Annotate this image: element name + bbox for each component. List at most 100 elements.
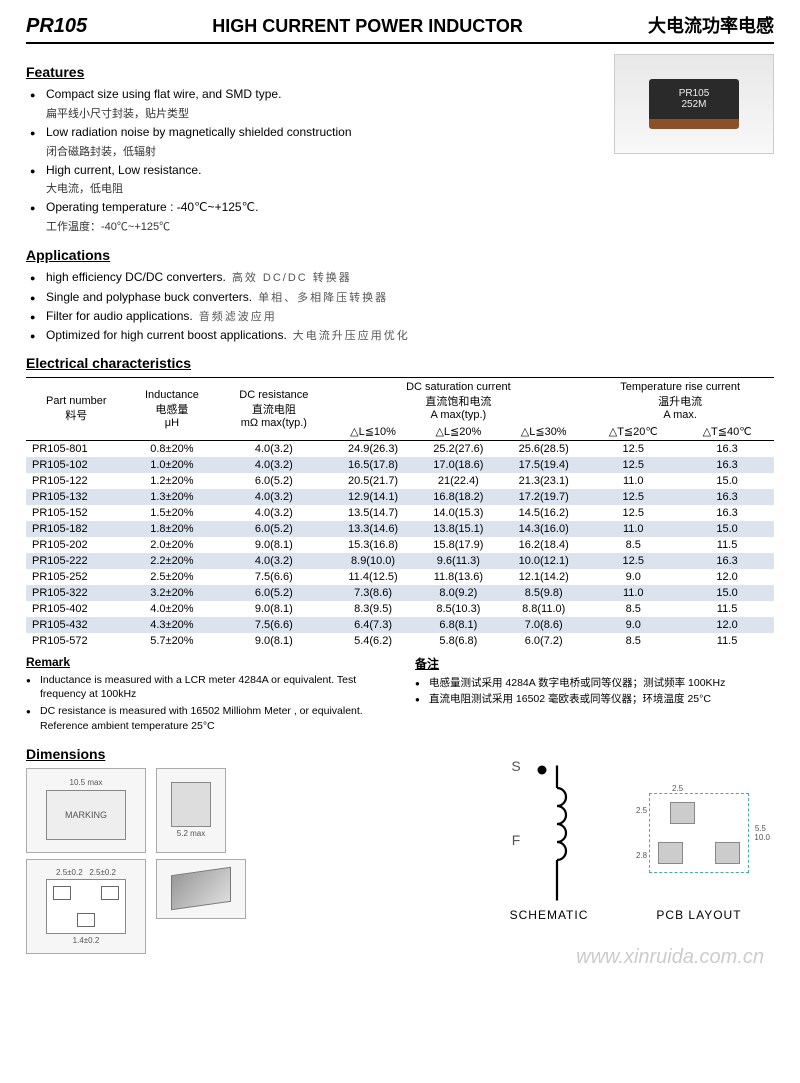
table-cell: 16.8(18.2) — [416, 489, 501, 505]
watermark: www.xinruida.com.cn — [26, 946, 774, 969]
table-cell: 11.4(12.5) — [330, 569, 415, 585]
title-cn: 大电流功率电感 — [648, 12, 774, 38]
table-cell: 14.0(15.3) — [416, 505, 501, 521]
feature-item: High current, Low resistance. — [30, 162, 604, 179]
table-row: PR105-2022.0±20%9.0(8.1)15.3(16.8)15.8(1… — [26, 537, 774, 553]
table-cell: 9.0 — [586, 617, 680, 633]
table-row: PR105-2222.2±20%4.0(3.2)8.9(10.0)9.6(11.… — [26, 553, 774, 569]
table-cell: 11.0 — [586, 473, 680, 489]
dim-bottom-view: 2.5±0.2 2.5±0.2 1.4±0.2 — [26, 859, 146, 954]
table-cell: 14.5(16.2) — [501, 505, 586, 521]
table-row: PR105-4024.0±20%9.0(8.1)8.3(9.5)8.5(10.3… — [26, 601, 774, 617]
th-isat-u: A max(typ.) — [431, 409, 487, 421]
table-cell: PR105-202 — [26, 537, 127, 553]
application-item: high efficiency DC/DC converters.高效 DC/D… — [30, 269, 774, 286]
th-dcr-cn: 直流电阻 — [252, 404, 296, 416]
feature-item: Operating temperature : -40℃~+125℃. — [30, 199, 604, 216]
table-cell: 6.4(7.3) — [330, 617, 415, 633]
table-cell: 7.3(8.6) — [330, 585, 415, 601]
table-cell: 16.5(17.8) — [330, 457, 415, 473]
feature-item-cn: 大电流，低电阻 — [30, 180, 604, 196]
table-row: PR105-2522.5±20%7.5(6.6)11.4(12.5)11.8(1… — [26, 569, 774, 585]
spec-table: Part number 料号 Inductance 电感量 μH DC resi… — [26, 377, 774, 649]
dim-side-view: 5.2 max — [156, 768, 226, 853]
table-cell: 9.6(11.3) — [416, 553, 501, 569]
applications-title: Applications — [26, 247, 774, 263]
table-cell: 16.3 — [680, 553, 774, 569]
th-it-u: A max. — [663, 409, 697, 421]
features-section: Features Compact size using flat wire, a… — [26, 54, 604, 237]
table-cell: PR105-182 — [26, 521, 127, 537]
table-cell: 12.5 — [586, 505, 680, 521]
table-row: PR105-1221.2±20%6.0(5.2)20.5(21.7)21(22.… — [26, 473, 774, 489]
table-cell: 25.6(28.5) — [501, 440, 586, 457]
table-cell: 13.8(15.1) — [416, 521, 501, 537]
remark-title-en: Remark — [26, 655, 70, 669]
table-cell: 24.9(26.3) — [330, 440, 415, 457]
application-item: Single and polyphase buck converters.单相、… — [30, 289, 774, 306]
table-cell: 12.5 — [586, 440, 680, 457]
remarks-section: Remark Inductance is measured with a LCR… — [26, 655, 774, 736]
table-cell: 11.0 — [586, 521, 680, 537]
table-cell: 11.5 — [680, 537, 774, 553]
table-cell: 17.2(19.7) — [501, 489, 586, 505]
table-row: PR105-1521.5±20%4.0(3.2)13.5(14.7)14.0(1… — [26, 505, 774, 521]
table-cell: 15.8(17.9) — [416, 537, 501, 553]
feature-item-cn: 扁平线小尺寸封装，贴片类型 — [30, 105, 604, 121]
table-cell: 15.3(16.8) — [330, 537, 415, 553]
remark-item-cn: 直流电阻测试采用 16502 毫欧表或同等仪器；环境温度 25°C — [415, 692, 774, 707]
th-l: Inductance — [145, 389, 199, 401]
table-cell: 12.5 — [586, 489, 680, 505]
dimensions-title: Dimensions — [26, 746, 774, 762]
th-d10: △L≦10% — [330, 423, 415, 441]
table-cell: 16.3 — [680, 440, 774, 457]
table-row: PR105-8010.8±20%4.0(3.2)24.9(26.3)25.2(2… — [26, 440, 774, 457]
remark-item-cn: 电感量测试采用 4284A 数字电桥或同等仪器；测试频率 100KHz — [415, 676, 774, 691]
table-cell: 5.4(6.2) — [330, 633, 415, 649]
table-cell: 9.0(8.1) — [217, 537, 330, 553]
table-cell: 8.0(9.2) — [416, 585, 501, 601]
schematic-diagram: S F — [494, 768, 604, 898]
inductor-symbol-icon — [527, 758, 587, 908]
dim-iso-view — [156, 859, 246, 919]
schematic-s: S — [511, 758, 520, 774]
th-l-u: μH — [165, 417, 179, 429]
table-cell: 12.5 — [586, 457, 680, 473]
feature-item-cn: 闭合磁路封装，低辐射 — [30, 143, 604, 159]
table-cell: 7.0(8.6) — [501, 617, 586, 633]
features-title: Features — [26, 64, 604, 80]
table-cell: 17.5(19.4) — [501, 457, 586, 473]
application-item: Optimized for high current boost applica… — [30, 327, 774, 344]
table-cell: 1.3±20% — [127, 489, 218, 505]
table-row: PR105-4324.3±20%7.5(6.6)6.4(7.3)6.8(8.1)… — [26, 617, 774, 633]
table-cell: 15.0 — [680, 585, 774, 601]
th-l-cn: 电感量 — [155, 404, 188, 416]
table-cell: 1.5±20% — [127, 505, 218, 521]
table-cell: 2.5±20% — [127, 569, 218, 585]
table-cell: 11.5 — [680, 601, 774, 617]
table-cell: 12.1(14.2) — [501, 569, 586, 585]
th-isat-cn: 直流饱和电流 — [425, 396, 491, 408]
table-cell: 10.0(12.1) — [501, 553, 586, 569]
product-image-label: PR105252M — [649, 79, 739, 129]
table-cell: 6.0(7.2) — [501, 633, 586, 649]
page-header: PR105 HIGH CURRENT POWER INDUCTOR 大电流功率电… — [26, 12, 774, 44]
schematic-label: SCHEMATIC — [510, 908, 589, 922]
table-cell: 6.8(8.1) — [416, 617, 501, 633]
table-cell: PR105-152 — [26, 505, 127, 521]
table-cell: 1.8±20% — [127, 521, 218, 537]
table-cell: 1.2±20% — [127, 473, 218, 489]
table-cell: 15.0 — [680, 521, 774, 537]
table-cell: 25.2(27.6) — [416, 440, 501, 457]
table-cell: 0.8±20% — [127, 440, 218, 457]
electrical-title: Electrical characteristics — [26, 355, 774, 371]
th-it: Temperature rise current — [620, 381, 740, 393]
table-cell: 21.3(23.1) — [501, 473, 586, 489]
table-cell: 4.0(3.2) — [217, 553, 330, 569]
table-row: PR105-1821.8±20%6.0(5.2)13.3(14.6)13.8(1… — [26, 521, 774, 537]
table-cell: PR105-122 — [26, 473, 127, 489]
table-cell: 2.0±20% — [127, 537, 218, 553]
table-cell: 11.0 — [586, 585, 680, 601]
table-row: PR105-5725.7±20%9.0(8.1)5.4(6.2)5.8(6.8)… — [26, 633, 774, 649]
table-cell: 5.7±20% — [127, 633, 218, 649]
